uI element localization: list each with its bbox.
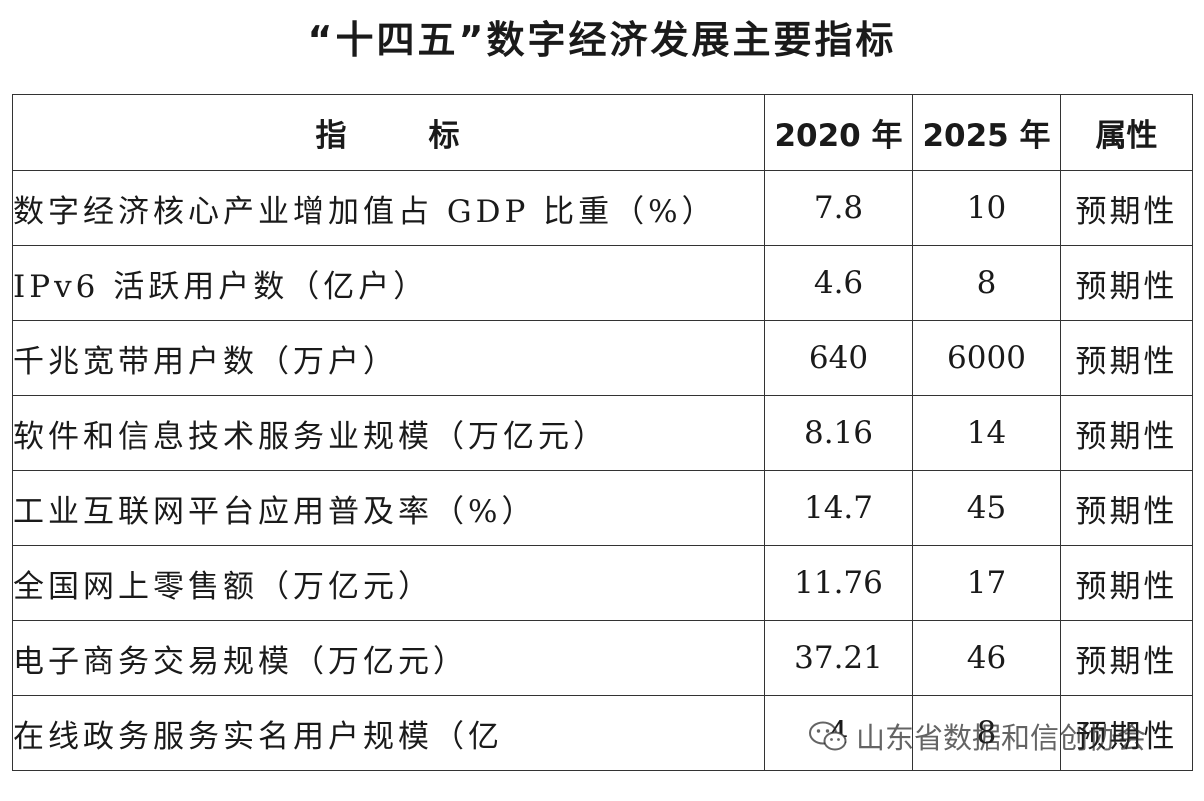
indicators-table: 指标 2020 年 2025 年 属性 数字经济核心产业增加值占 GDP 比重（… <box>12 94 1193 771</box>
wechat-icon <box>808 720 848 752</box>
table-header-row: 指标 2020 年 2025 年 属性 <box>12 94 1193 171</box>
row-attribute: 预期性 <box>1060 470 1193 546</box>
row-attribute: 预期性 <box>1060 320 1193 396</box>
row-attribute: 预期性 <box>1060 170 1193 246</box>
table-row: 电子商务交易规模（万亿元） 37.21 46 预期性 <box>12 620 1193 696</box>
row-value-2020: 4.6 <box>764 245 913 321</box>
row-value-2025: 6000 <box>912 320 1061 396</box>
header-indicator-char1: 指 <box>315 118 349 154</box>
watermark: 山东省数据和信创协会 <box>808 716 1146 756</box>
table-row: 千兆宽带用户数（万户） 640 6000 预期性 <box>12 320 1193 396</box>
row-attribute: 预期性 <box>1060 245 1193 321</box>
row-indicator-name: 电子商务交易规模（万亿元） <box>12 620 765 696</box>
row-attribute: 预期性 <box>1060 695 1193 771</box>
row-value-2020: 11.76 <box>764 545 913 621</box>
watermark-text: 山东省数据和信创协会 <box>856 721 1147 755</box>
row-indicator-name: 软件和信息技术服务业规模（万亿元） <box>12 395 765 471</box>
table-row: 数字经济核心产业增加值占 GDP 比重（%） 7.8 10 预期性 <box>12 170 1193 246</box>
header-indicator: 指标 <box>12 94 765 171</box>
row-indicator-name: 数字经济核心产业增加值占 GDP 比重（%） <box>12 170 765 246</box>
row-value-2020: 14.7 <box>764 470 913 546</box>
table-row: 工业互联网平台应用普及率（%） 14.7 45 预期性 <box>12 470 1193 546</box>
row-indicator-name: 全国网上零售额（万亿元） <box>12 545 765 621</box>
row-value-2020: 640 <box>764 320 913 396</box>
row-indicator-name: IPv6 活跃用户数（亿户） <box>12 245 765 321</box>
row-value-2025: 46 <box>912 620 1061 696</box>
row-value-2020: 7.8 <box>764 170 913 246</box>
row-value-2020: 8.16 <box>764 395 913 471</box>
row-value-2020: 37.21 <box>764 620 913 696</box>
row-value-2025: 45 <box>912 470 1061 546</box>
header-attribute: 属性 <box>1060 94 1193 171</box>
row-attribute: 预期性 <box>1060 545 1193 621</box>
row-attribute: 预期性 <box>1060 620 1193 696</box>
table-row: 全国网上零售额（万亿元） 11.76 17 预期性 <box>12 545 1193 621</box>
table-row: 软件和信息技术服务业规模（万亿元） 8.16 14 预期性 <box>12 395 1193 471</box>
row-value-2025: 17 <box>912 545 1061 621</box>
page-title: “十四五”数字经济发展主要指标 <box>307 18 897 62</box>
row-indicator-name: 千兆宽带用户数（万户） <box>12 320 765 396</box>
header-indicator-char2: 标 <box>428 118 462 154</box>
row-value-2025: 8 <box>912 245 1061 321</box>
row-indicator-name: 工业互联网平台应用普及率（%） <box>12 470 765 546</box>
row-attribute: 预期性 <box>1060 395 1193 471</box>
header-2020: 2020 年 <box>764 94 913 171</box>
table-row: IPv6 活跃用户数（亿户） 4.6 8 预期性 <box>12 245 1193 321</box>
row-indicator-name: 在线政务服务实名用户规模（亿 <box>12 695 765 771</box>
row-value-2025: 10 <box>912 170 1061 246</box>
row-value-2025: 14 <box>912 395 1061 471</box>
header-2025: 2025 年 <box>912 94 1061 171</box>
